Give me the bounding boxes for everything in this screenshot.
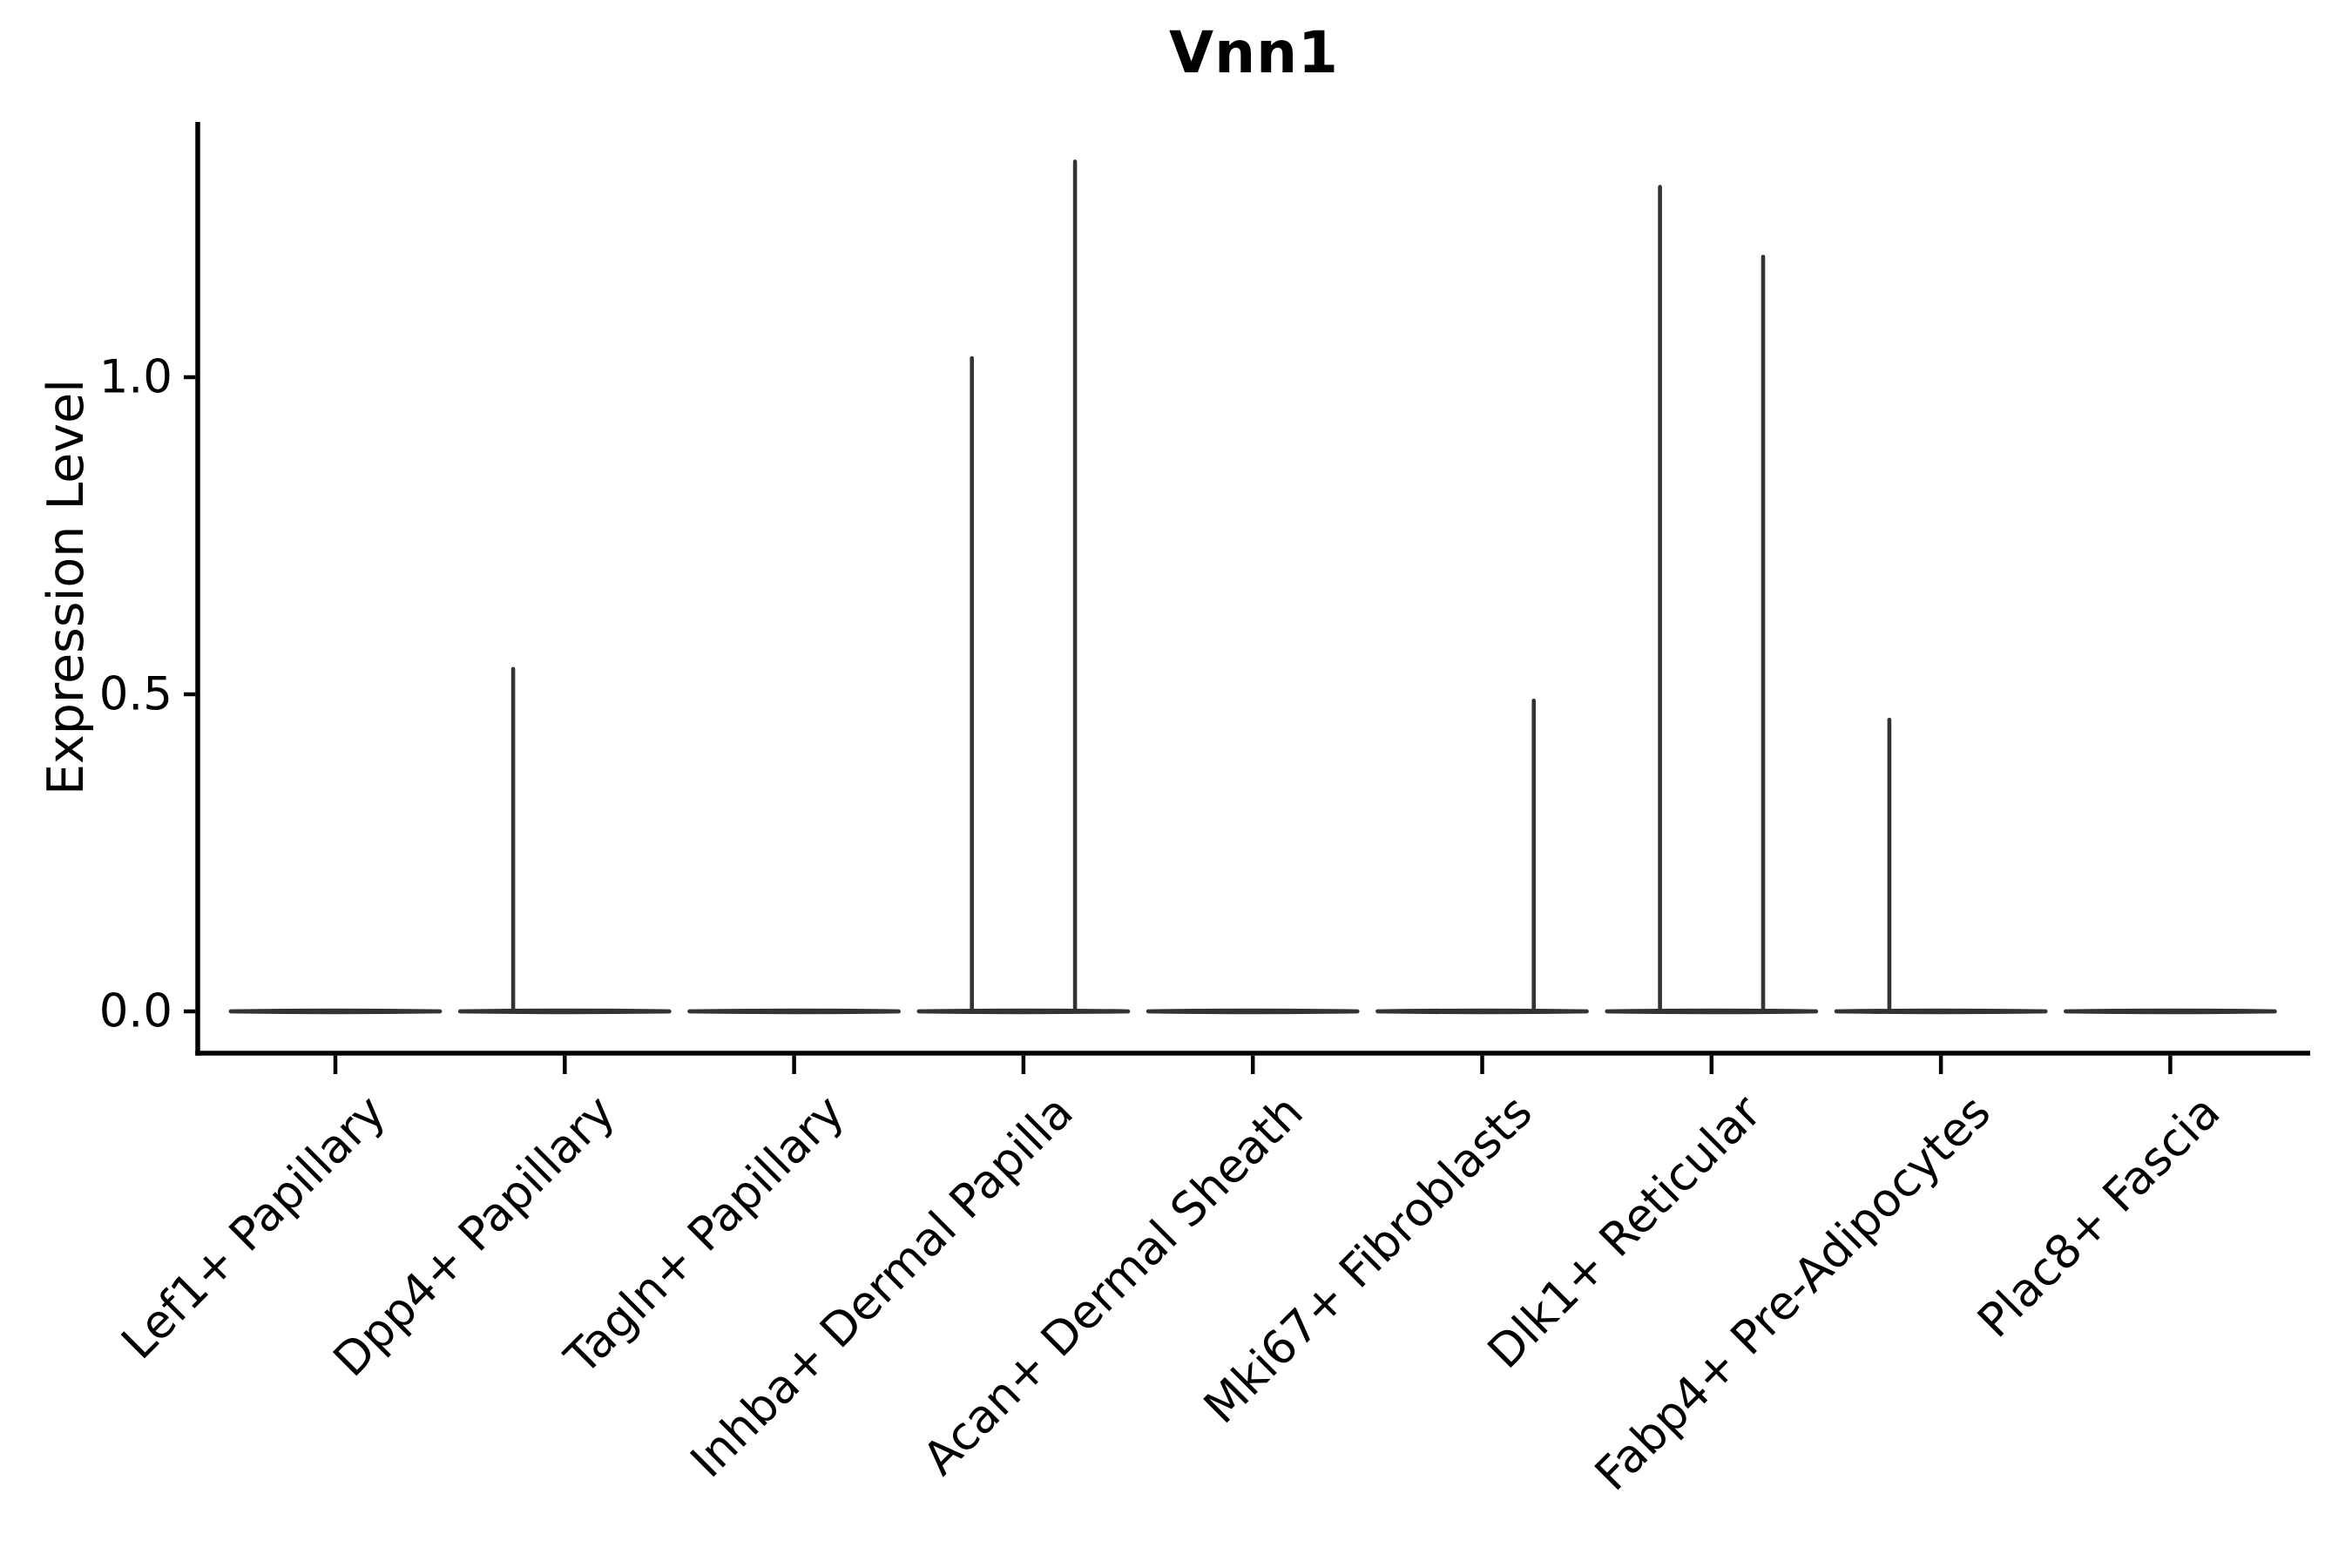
violin-base-7 [1834,1008,2048,1015]
y-tick-label-1: 0.5 [98,667,172,721]
violin-base-3 [916,1008,1131,1015]
violin-base-4 [1146,1008,1360,1015]
violin-base-6 [1605,1008,1819,1015]
y-tick-label-0: 0.0 [98,984,172,1038]
chart-title: Vnn1 [1169,19,1339,86]
violin-base-2 [687,1008,901,1015]
violin-base-8 [2064,1008,2277,1015]
violin-base-0 [228,1008,443,1015]
y-tick-label-2: 1.0 [98,350,172,404]
violin-base-5 [1375,1008,1589,1015]
y-axis-label: Expression Level [37,379,95,795]
violin-base-1 [457,1008,672,1015]
